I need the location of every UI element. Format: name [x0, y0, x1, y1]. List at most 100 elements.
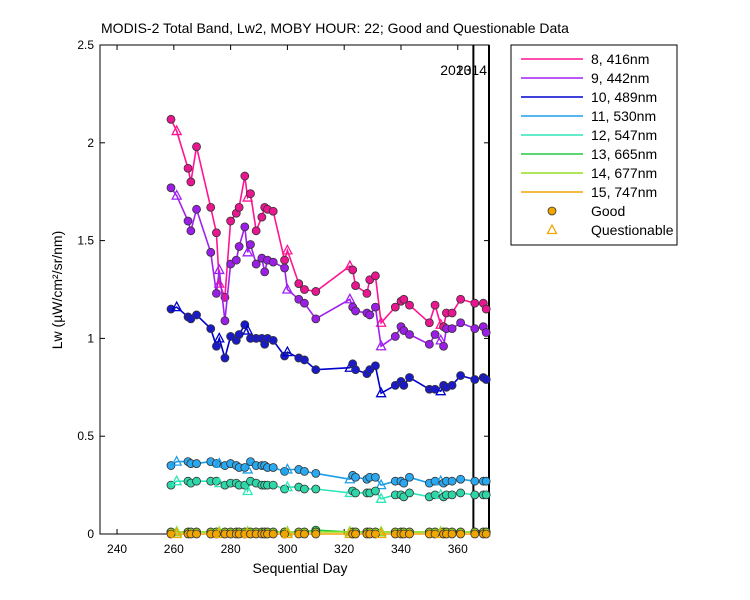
good-point — [246, 189, 255, 199]
good-point — [212, 341, 221, 351]
good-point — [206, 324, 216, 334]
good-point — [439, 341, 448, 351]
y-tick-label: 2 — [87, 136, 94, 150]
good-point — [470, 298, 480, 308]
good-point — [226, 216, 236, 226]
good-point — [300, 529, 309, 539]
good-point — [371, 302, 380, 312]
legend-questionable-marker — [546, 223, 558, 235]
questionable-point — [171, 124, 183, 136]
good-point — [206, 247, 216, 257]
good-point — [456, 318, 466, 328]
questionable-point — [375, 339, 387, 351]
good-point — [351, 529, 360, 539]
good-point — [166, 183, 176, 193]
questionable-point — [242, 245, 254, 257]
series-4 — [166, 455, 491, 490]
questionable-point — [171, 527, 183, 539]
good-point — [240, 171, 250, 181]
legend-good-marker — [547, 206, 557, 216]
good-point — [371, 472, 380, 482]
good-point — [481, 304, 491, 314]
good-point — [470, 529, 480, 539]
questionable-point — [281, 480, 293, 492]
good-point — [405, 472, 414, 482]
good-point — [371, 361, 380, 371]
good-point — [212, 228, 221, 238]
good-point — [311, 484, 321, 494]
legend-series-label: 8, 416nm — [591, 51, 649, 67]
questionable-point — [435, 384, 447, 396]
questionable-point — [171, 189, 183, 200]
good-point — [257, 212, 267, 222]
good-point — [206, 202, 216, 212]
good-point — [447, 308, 457, 318]
good-point — [456, 371, 466, 380]
good-point — [390, 302, 400, 312]
questionable-point — [375, 492, 387, 503]
good-point — [234, 330, 244, 339]
good-point — [192, 459, 201, 468]
questionable-point — [281, 345, 293, 357]
good-point — [268, 480, 278, 490]
good-point — [300, 484, 309, 494]
legend-series-label: 14, 677nm — [591, 165, 657, 181]
good-point — [424, 318, 434, 328]
legend-series-label: 13, 665nm — [591, 146, 657, 162]
y-tick-label: 0 — [87, 527, 94, 541]
questionable-point — [375, 386, 387, 398]
questionable-point — [375, 527, 387, 539]
year-marker-label: 2014 — [456, 62, 487, 78]
series-2 — [166, 183, 491, 351]
good-point — [351, 306, 360, 316]
questionable-point — [281, 527, 293, 539]
good-point — [470, 476, 480, 486]
series-5 — [166, 474, 491, 503]
good-point — [456, 474, 466, 484]
good-point — [481, 328, 491, 337]
questionable-point — [213, 332, 225, 343]
questionable-point — [281, 243, 293, 255]
good-point — [300, 355, 309, 365]
good-point — [447, 476, 457, 486]
y-tick-label: 1.5 — [77, 234, 94, 248]
questionable-point — [375, 316, 387, 327]
good-point — [399, 294, 409, 304]
x-tick-label: 300 — [277, 542, 297, 556]
good-point — [470, 490, 480, 500]
good-point — [456, 488, 466, 498]
good-point — [351, 281, 360, 290]
series-3 — [166, 300, 491, 398]
good-point — [311, 287, 321, 296]
good-point — [470, 324, 480, 334]
questionable-point — [171, 455, 183, 466]
good-point — [280, 255, 289, 265]
good-point — [166, 114, 176, 124]
legend-series-label: 15, 747nm — [591, 184, 657, 200]
good-point — [300, 298, 309, 308]
good-point — [405, 529, 414, 539]
good-point — [300, 285, 309, 294]
series-1 — [166, 114, 491, 332]
good-point — [260, 267, 270, 277]
questionable-point — [281, 463, 293, 474]
good-point — [447, 529, 457, 539]
good-point — [405, 373, 414, 382]
good-point — [251, 259, 261, 269]
good-point — [192, 476, 201, 486]
good-point — [351, 472, 360, 482]
good-point — [268, 335, 278, 345]
good-point — [481, 529, 491, 539]
good-point — [481, 476, 491, 486]
good-point — [192, 204, 201, 214]
good-point — [300, 467, 309, 476]
x-tick-label: 340 — [391, 542, 411, 556]
good-point — [268, 206, 278, 216]
good-point — [371, 486, 380, 496]
good-point — [456, 529, 466, 539]
questionable-point — [242, 463, 254, 474]
year-marker-label: 2013 — [440, 62, 471, 78]
good-point — [348, 265, 358, 275]
questionable-point — [375, 478, 387, 490]
questionable-point — [281, 283, 293, 294]
